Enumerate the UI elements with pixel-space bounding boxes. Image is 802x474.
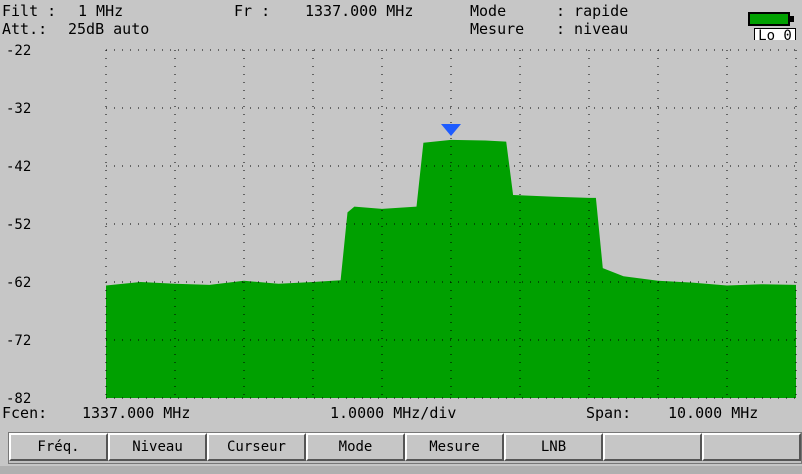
div-value: 1.0000 MHz/div [330, 404, 457, 422]
y-tick-labels: -22 -32 -42 -52 -62 -72 -82 [6, 43, 31, 407]
mode-value: : rapide [556, 2, 629, 20]
y-tick-label: -42 [6, 159, 31, 175]
spectrum-trace [106, 139, 796, 398]
trace-layer [106, 139, 796, 398]
softkey-mode[interactable]: Mode [306, 433, 405, 461]
filt-value: 1 MHz [78, 2, 124, 20]
span-label: Span: [586, 404, 632, 422]
span-value: 10.000 MHz [668, 404, 759, 422]
mode-label: Mode [470, 2, 507, 20]
y-tick-label: -32 [6, 101, 31, 117]
softkey-niveau[interactable]: Niveau [108, 433, 207, 461]
fr-value: 1337.000 MHz [305, 2, 414, 20]
y-tick-label: -52 [6, 217, 31, 233]
softkey-empty-2[interactable] [702, 433, 801, 461]
battery-icon [748, 12, 790, 26]
att-label: Att.: [2, 20, 48, 38]
softkey-empty-1[interactable] [603, 433, 702, 461]
fr-label: Fr : [234, 2, 271, 20]
softkey-lnb[interactable]: LNB [504, 433, 603, 461]
y-tick-label: -72 [6, 333, 31, 349]
fcen-label: Fcen: [2, 404, 48, 422]
bottom-strip [0, 466, 802, 474]
y-tick-label: -22 [6, 43, 31, 59]
mesure-label: Mesure [470, 20, 525, 38]
softkey-mesure[interactable]: Mesure [405, 433, 504, 461]
y-tick-label: -82 [6, 391, 31, 407]
softkey-freq[interactable]: Fréq. [9, 433, 108, 461]
mesure-value: : niveau [556, 20, 629, 38]
filt-label: Filt : [2, 2, 57, 20]
marker-icon[interactable] [441, 124, 461, 136]
battery-tip-icon [790, 16, 794, 22]
softkey-bar: Fréq. Niveau Curseur Mode Mesure LNB [8, 432, 802, 464]
softkey-curseur[interactable]: Curseur [207, 433, 306, 461]
y-tick-label: -62 [6, 275, 31, 291]
att-value: 25dB auto [68, 20, 150, 38]
grid-layer [105, 49, 797, 399]
fcen-value: 1337.000 MHz [82, 404, 191, 422]
